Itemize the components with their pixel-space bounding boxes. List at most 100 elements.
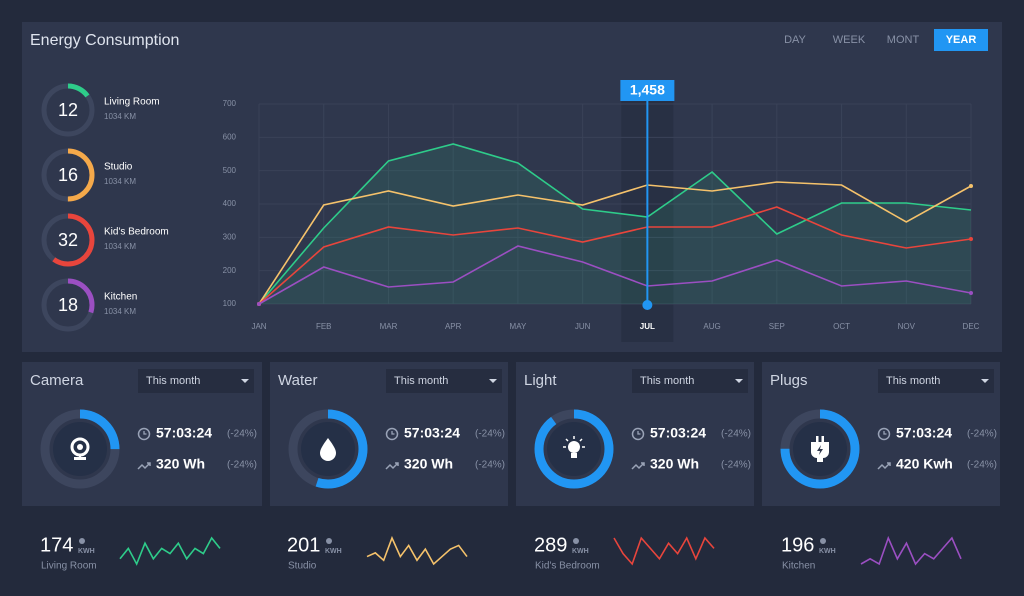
area bbox=[259, 144, 971, 304]
tab[interactable]: DAY bbox=[784, 34, 806, 46]
dropdown[interactable] bbox=[632, 369, 748, 393]
point bbox=[969, 184, 973, 188]
card-title: Plugs bbox=[770, 372, 808, 389]
tab[interactable]: WEEK bbox=[833, 34, 866, 46]
dropdown[interactable] bbox=[138, 369, 254, 393]
card-title: Water bbox=[278, 372, 317, 389]
clock-hands bbox=[883, 431, 887, 435]
clock-icon bbox=[385, 427, 399, 441]
x-tick-label: JAN bbox=[251, 322, 266, 331]
ring-progress bbox=[40, 409, 120, 489]
y-tick-label: 500 bbox=[223, 166, 237, 175]
summary-unit: KWH bbox=[325, 548, 342, 555]
x-tick-label: DEC bbox=[963, 322, 980, 331]
ring-progress bbox=[41, 83, 95, 137]
time-change: (-24%) bbox=[475, 429, 505, 440]
time: 57:03:24 bbox=[156, 425, 212, 441]
time-change: (-24%) bbox=[721, 429, 751, 440]
dropdown-caret bbox=[489, 379, 497, 383]
sparkline bbox=[366, 535, 468, 566]
energy-change: (-24%) bbox=[475, 460, 505, 471]
time: 57:03:24 bbox=[896, 425, 952, 441]
time-change: (-24%) bbox=[227, 429, 257, 440]
dropdown-caret bbox=[735, 379, 743, 383]
ring-progress bbox=[41, 148, 95, 202]
dropdown-label: This month bbox=[886, 375, 940, 387]
room-value: 32 bbox=[58, 230, 78, 250]
unit-dot bbox=[573, 538, 579, 544]
x-tick-label: SEP bbox=[769, 322, 785, 331]
point bbox=[257, 302, 261, 306]
summary-unit: KWH bbox=[572, 548, 589, 555]
ring-progress bbox=[41, 213, 95, 267]
dropdown-label: This month bbox=[640, 375, 694, 387]
line bbox=[258, 181, 972, 305]
unit-dot bbox=[326, 538, 332, 544]
card-title: Light bbox=[524, 372, 557, 389]
time: 57:03:24 bbox=[650, 425, 706, 441]
ring-progress bbox=[534, 409, 614, 489]
light-icon bbox=[563, 436, 585, 458]
summary-name: Living Room bbox=[41, 561, 97, 572]
room-value: 18 bbox=[58, 295, 78, 315]
room-value: 12 bbox=[58, 100, 78, 120]
unit-dot bbox=[79, 538, 85, 544]
energy: 320 Wh bbox=[404, 456, 453, 472]
summary-value: 289 bbox=[534, 534, 567, 556]
tab-active-bg bbox=[934, 29, 988, 51]
trend-icon bbox=[137, 462, 151, 470]
energy-change: (-24%) bbox=[227, 460, 257, 471]
energy-change: (-24%) bbox=[721, 460, 751, 471]
clock-hands bbox=[391, 431, 395, 435]
dropdown[interactable] bbox=[386, 369, 502, 393]
clock-icon bbox=[631, 427, 645, 441]
summary-value: 174 bbox=[40, 534, 73, 556]
summary-name: Studio bbox=[288, 561, 317, 572]
x-tick-label: MAR bbox=[380, 322, 398, 331]
ring-progress bbox=[288, 409, 368, 489]
summary-value: 201 bbox=[287, 534, 320, 556]
room-name: Kitchen bbox=[104, 292, 137, 303]
tooltip-bg bbox=[620, 80, 675, 101]
time: 57:03:24 bbox=[404, 425, 460, 441]
summary-name: Kid's Bedroom bbox=[535, 561, 600, 572]
x-tick-label: NOV bbox=[898, 322, 916, 331]
tab[interactable]: MONT bbox=[887, 34, 920, 46]
dropdown-label: This month bbox=[394, 375, 448, 387]
clock-hands bbox=[143, 431, 147, 435]
point bbox=[969, 291, 973, 295]
y-tick-label: 300 bbox=[223, 232, 237, 241]
y-tick-label: 100 bbox=[223, 299, 237, 308]
x-tick-label: AUG bbox=[703, 322, 720, 331]
energy-change: (-24%) bbox=[967, 460, 997, 471]
point bbox=[969, 237, 973, 241]
water-icon bbox=[320, 438, 336, 461]
summary-value: 196 bbox=[781, 534, 814, 556]
y-tick-label: 600 bbox=[223, 132, 237, 141]
chart-panel bbox=[22, 22, 1002, 352]
tab[interactable]: YEAR bbox=[946, 34, 977, 46]
room-sub: 1034 KM bbox=[104, 177, 136, 186]
room-name: Kid's Bedroom bbox=[104, 227, 169, 238]
room-sub: 1034 KM bbox=[104, 112, 136, 121]
summary-unit: KWH bbox=[78, 548, 95, 555]
x-tick-label: FEB bbox=[316, 322, 332, 331]
x-tick-label: JUN bbox=[575, 322, 591, 331]
y-tick-label: 400 bbox=[223, 199, 237, 208]
time-change: (-24%) bbox=[967, 429, 997, 440]
dropdown[interactable] bbox=[878, 369, 994, 393]
summary-unit: KWH bbox=[819, 548, 836, 555]
panel-title: Energy Consumption bbox=[30, 32, 179, 49]
line bbox=[258, 143, 972, 305]
trend-icon bbox=[385, 462, 399, 470]
clock-icon bbox=[137, 427, 151, 441]
clock-icon bbox=[877, 427, 891, 441]
sparkline bbox=[860, 535, 962, 566]
line bbox=[258, 245, 972, 305]
energy: 320 Wh bbox=[650, 456, 699, 472]
room-sub: 1034 KM bbox=[104, 307, 136, 316]
y-tick-label: 200 bbox=[223, 266, 237, 275]
y-tick-label: 700 bbox=[223, 99, 237, 108]
